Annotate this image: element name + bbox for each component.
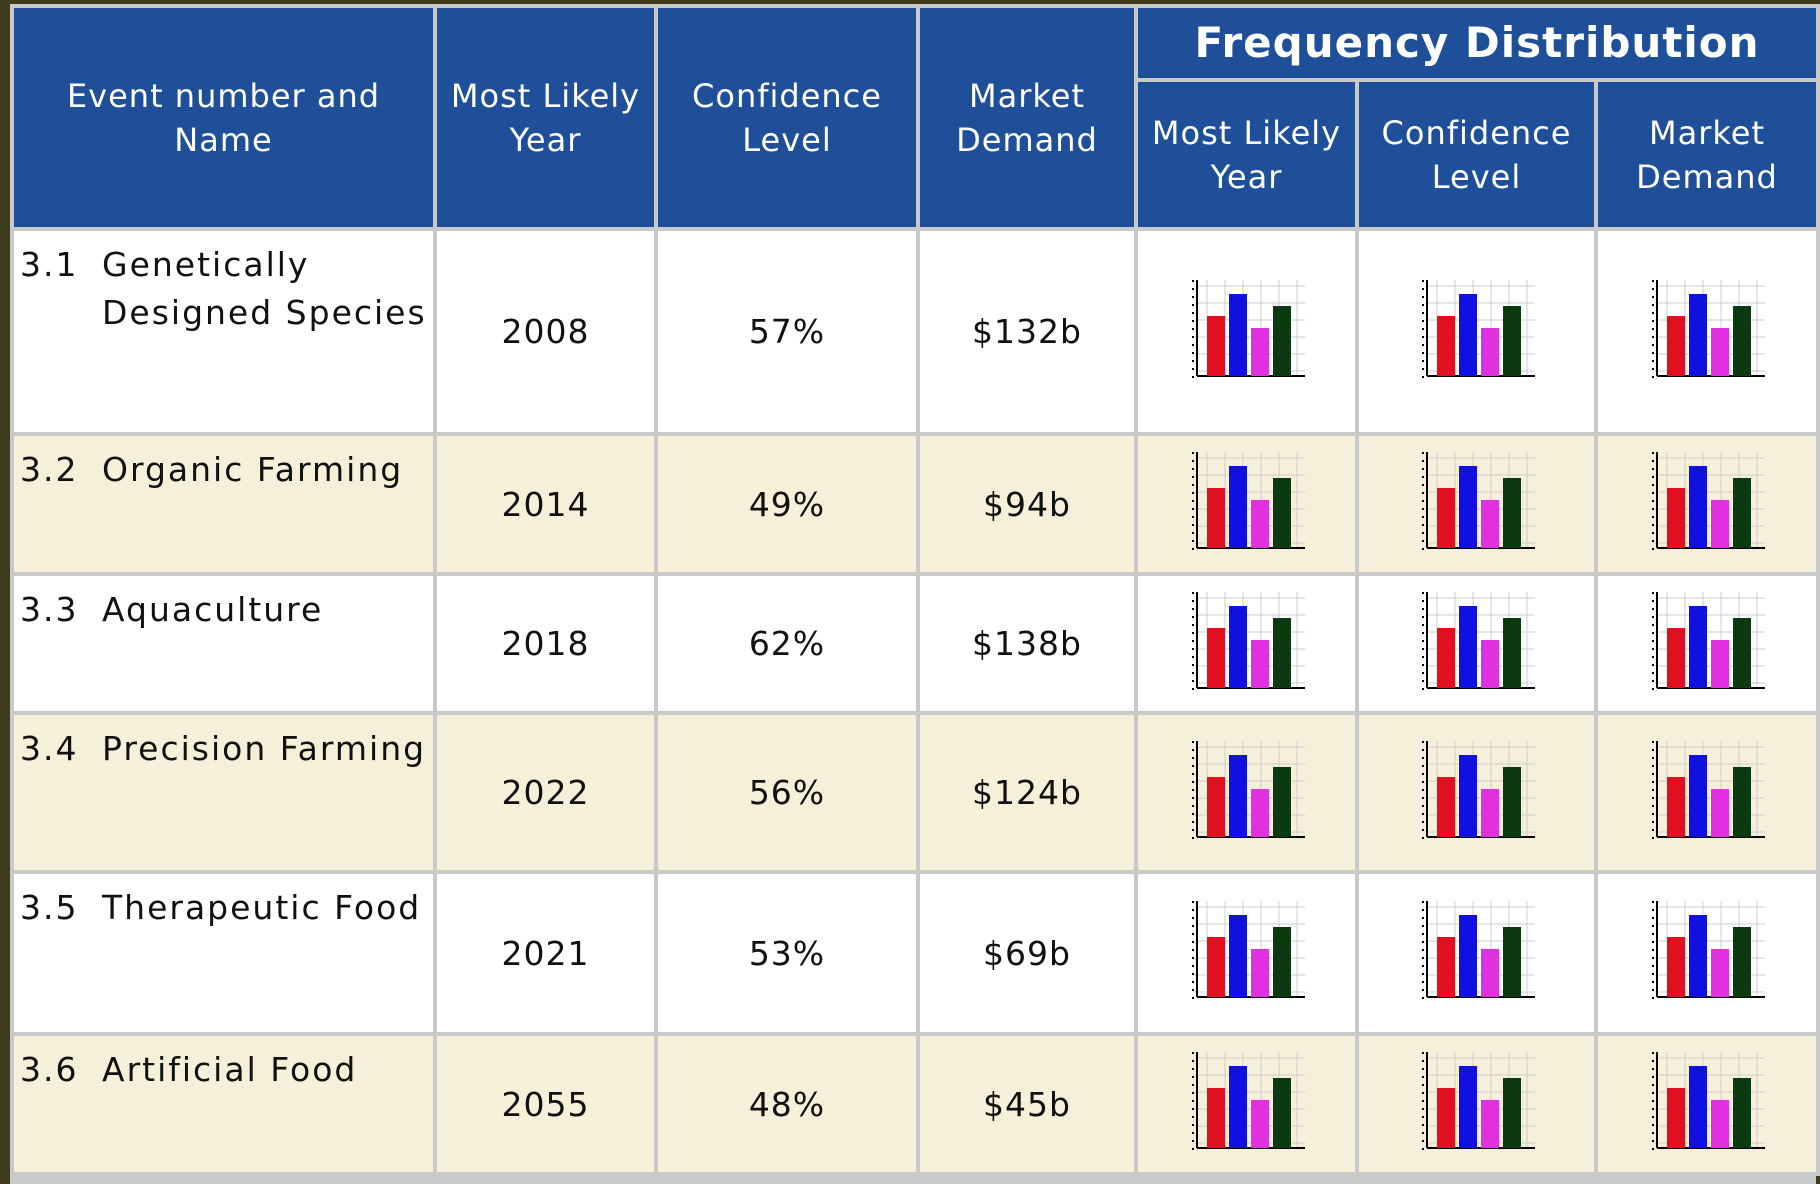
sub-header-cell: Market Demand	[1593, 78, 1820, 231]
event-number: 3.6	[20, 1050, 79, 1089]
event-label: 3.4 Precision Farming	[14, 715, 433, 773]
icon-cell	[1134, 432, 1359, 576]
chart-icon	[1191, 279, 1305, 380]
event-label: 3.3 Aquaculture	[14, 576, 433, 634]
chart-icon	[1652, 452, 1766, 552]
icon-cell	[1134, 572, 1359, 715]
event-cell: 3.4 Precision Farming	[10, 711, 437, 874]
chart-icon	[1421, 591, 1535, 692]
value-cell: $69b	[916, 870, 1138, 1036]
value-cell: 62%	[654, 572, 920, 715]
value-cell: $45b	[916, 1032, 1138, 1176]
chart-icon	[1652, 279, 1766, 380]
table-row: 3.1 Genetically Designed Species 2008 57% $1…	[10, 227, 1820, 436]
event-name: Artificial Food	[102, 1050, 358, 1089]
table-frame: Event number and Name Most Likely Year C…	[10, 4, 1820, 1184]
event-number: 3.5	[20, 888, 79, 927]
header-cell: Most Likely Year	[433, 4, 658, 231]
icon-cell	[1134, 1032, 1359, 1176]
chart-icon	[1652, 740, 1766, 841]
event-cell: 3.2 Organic Farming	[10, 432, 437, 576]
event-number: 3.2	[20, 450, 79, 489]
icon-cell	[1593, 432, 1820, 576]
icon-cell	[1593, 572, 1820, 715]
icon-cell	[1355, 227, 1598, 436]
event-name: Aquaculture	[102, 590, 324, 629]
event-cell: 3.1 Genetically Designed Species	[10, 227, 437, 436]
value-cell: 2008	[433, 227, 658, 436]
chart-icon	[1652, 1052, 1766, 1152]
group-header: Frequency Distribution	[1133, 4, 1820, 82]
event-name: Therapeutic Food	[102, 888, 422, 927]
value-cell: 2055	[433, 1032, 658, 1176]
icon-cell	[1593, 711, 1820, 874]
chart-icon	[1652, 901, 1766, 1001]
chart-icon	[1421, 740, 1535, 841]
event-label: 3.6 Artificial Food	[14, 1036, 433, 1094]
table-row: 3.5 Therapeutic Food 2021 53% $69b	[10, 870, 1820, 1036]
value-cell: 57%	[654, 227, 920, 436]
chart-icon	[1421, 279, 1535, 380]
event-label: 3.5 Therapeutic Food	[14, 874, 433, 932]
chart-icon	[1191, 740, 1305, 841]
chart-icon	[1191, 1052, 1305, 1152]
value-cell: $138b	[916, 572, 1138, 715]
event-number: 3.1	[20, 245, 79, 284]
value-cell: 53%	[654, 870, 920, 1036]
chart-icon	[1421, 901, 1535, 1001]
table-body: 3.1 Genetically Designed Species 2008 57% $1…	[10, 227, 1820, 1176]
event-label: 3.1 Genetically Designed Species	[14, 231, 433, 337]
forecast-table: Event number and Name Most Likely Year C…	[10, 4, 1820, 1176]
icon-cell	[1355, 711, 1598, 874]
chart-icon	[1191, 591, 1305, 692]
value-cell: 48%	[654, 1032, 920, 1176]
event-name: Precision Farming	[102, 729, 427, 768]
header-cell: Event number and Name	[10, 4, 437, 231]
icon-cell	[1593, 1032, 1820, 1176]
event-number: 3.4	[20, 729, 79, 768]
table-row: 3.4 Precision Farming 2022 56% $124b	[10, 711, 1820, 874]
icon-cell	[1355, 1032, 1598, 1176]
icon-cell	[1134, 711, 1359, 874]
header-cell: Confidence Level	[654, 4, 920, 231]
header-cell: Market Demand	[916, 4, 1138, 231]
chart-icon	[1421, 452, 1535, 552]
sub-header-cell: Confidence Level	[1355, 78, 1598, 231]
event-label: 3.2 Organic Farming	[14, 436, 433, 494]
value-cell: 2018	[433, 572, 658, 715]
value-cell: $132b	[916, 227, 1138, 436]
icon-cell	[1355, 572, 1598, 715]
chart-icon	[1652, 591, 1766, 692]
icon-cell	[1593, 870, 1820, 1036]
value-cell: 2021	[433, 870, 658, 1036]
chart-icon	[1191, 452, 1305, 552]
value-cell: 56%	[654, 711, 920, 874]
icon-cell	[1593, 227, 1820, 436]
value-cell: 2014	[433, 432, 658, 576]
table-row: 3.3 Aquaculture 2018 62% $138b	[10, 572, 1820, 715]
sub-header-cell: Most Likely Year	[1134, 78, 1359, 231]
value-cell: 49%	[654, 432, 920, 576]
icon-cell	[1355, 870, 1598, 1036]
event-cell: 3.3 Aquaculture	[10, 572, 437, 715]
value-cell: $124b	[916, 711, 1138, 874]
icon-cell	[1355, 432, 1598, 576]
value-cell: 2022	[433, 711, 658, 874]
event-cell: 3.6 Artificial Food	[10, 1032, 437, 1176]
table-row: 3.6 Artificial Food 2055 48% $45b	[10, 1032, 1820, 1176]
icon-cell	[1134, 227, 1359, 436]
table-row: 3.2 Organic Farming 2014 49% $94b	[10, 432, 1820, 576]
event-name: Genetically Designed Species	[102, 245, 427, 332]
event-number: 3.3	[20, 590, 79, 629]
event-name: Organic Farming	[102, 450, 404, 489]
event-cell: 3.5 Therapeutic Food	[10, 870, 437, 1036]
value-cell: $94b	[916, 432, 1138, 576]
chart-icon	[1421, 1052, 1535, 1152]
chart-icon	[1191, 901, 1305, 1001]
icon-cell	[1134, 870, 1359, 1036]
